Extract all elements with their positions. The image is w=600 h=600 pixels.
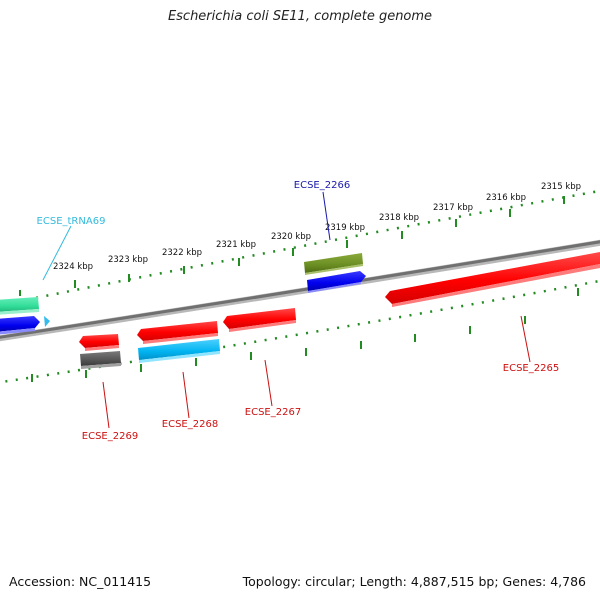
gene-label-ecse-2269[interactable]: ECSE_2269 [82, 381, 138, 442]
scale-tick: 2322 kbp [162, 248, 202, 274]
genome-summary: Topology: circular; Length: 4,887,515 bp… [242, 574, 586, 589]
scale-ticks: 2315 kbp 2316 kbp 2317 kbp 2318 kbp 2319… [19, 182, 581, 382]
scale-tick: 2318 kbp [379, 213, 419, 239]
gene-label-ecse-2268[interactable]: ECSE_2268 [162, 371, 218, 430]
tick-label: 2317 kbp [433, 203, 473, 213]
tick-label: 2321 kbp [216, 240, 256, 250]
scale-tick: 2315 kbp [541, 182, 581, 204]
scale-tick: 2316 kbp [486, 193, 526, 217]
feature-ecse-2266-green[interactable] [304, 253, 363, 275]
map-title: Escherichia coli SE11, complete genome [167, 9, 433, 24]
scale-tick: 2321 kbp [216, 240, 256, 266]
tick-label: 2323 kbp [108, 255, 148, 265]
outer-scale-ring [0, 189, 600, 307]
scale-tick: 2324 kbp [53, 262, 93, 288]
feature-ecse-2266[interactable] [307, 271, 366, 293]
genome-backbone [0, 239, 600, 342]
scale-tick: 2317 kbp [433, 203, 473, 227]
tick-label: 2315 kbp [541, 182, 581, 192]
gene-label-text: ECSE_2267 [245, 407, 301, 418]
gene-label-text: ECSE_2265 [503, 363, 559, 374]
feature-ecse-2269[interactable] [80, 351, 121, 369]
feature-ecse-trna69[interactable] [0, 297, 39, 315]
gene-label-text: ECSE_2269 [82, 431, 138, 442]
feature-red-2268-upper[interactable] [137, 321, 218, 344]
feature-blue-left[interactable] [0, 316, 40, 335]
minor-ring-ticks [19, 288, 579, 382]
feature-trna-marker[interactable] [44, 316, 50, 327]
gene-label-ecse-2267[interactable]: ECSE_2267 [245, 359, 301, 418]
scale-tick: 2319 kbp [325, 223, 365, 248]
tick-label: 2318 kbp [379, 213, 419, 223]
tick-label: 2319 kbp [325, 223, 365, 233]
feature-ecse-2267[interactable] [223, 308, 296, 332]
scale-tick: 2323 kbp [108, 255, 148, 282]
feature-red-2269-upper[interactable] [79, 334, 119, 351]
gene-label-text: ECSE_2268 [162, 419, 218, 430]
scale-tick: 2320 kbp [271, 232, 311, 256]
tick-label: 2320 kbp [271, 232, 311, 242]
feature-ecse-2265[interactable] [385, 252, 600, 307]
gene-label-ecse-2265[interactable]: ECSE_2265 [503, 315, 559, 374]
gene-label-ecse-trna69[interactable]: ECSE_tRNA69 [37, 216, 106, 281]
gene-label-text: ECSE_2266 [294, 180, 350, 191]
feature-ecse-2268[interactable] [138, 339, 220, 363]
tick-label: 2316 kbp [486, 193, 526, 203]
gene-label-ecse-2266[interactable]: ECSE_2266 [294, 180, 350, 241]
tick-label: 2324 kbp [53, 262, 93, 272]
tick-label: 2322 kbp [162, 248, 202, 258]
accession-label: Accession: NC_011415 [9, 574, 152, 589]
gene-label-text: ECSE_tRNA69 [37, 216, 106, 227]
